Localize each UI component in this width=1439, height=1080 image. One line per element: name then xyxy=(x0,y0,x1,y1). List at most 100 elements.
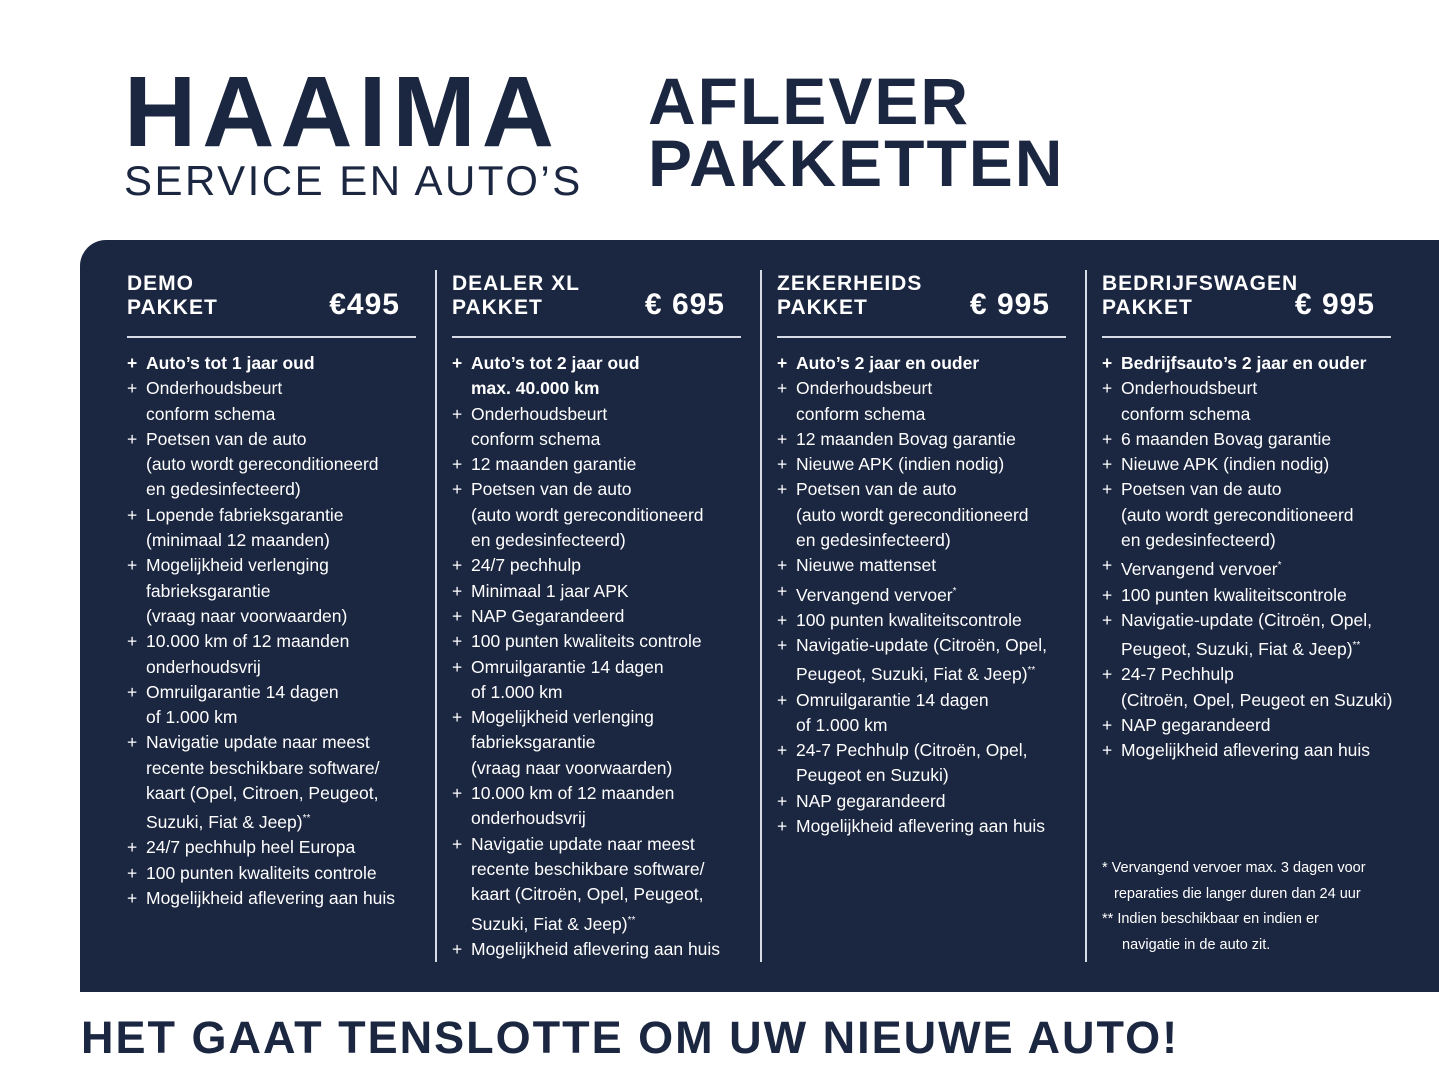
feature-text: (auto wordt gereconditioneerd xyxy=(1121,504,1354,525)
feature-item: Nieuwe mattenset xyxy=(777,553,1077,579)
feature-line: (vraag naar voorwaarden) xyxy=(471,756,752,781)
feature-text: Mogelijkheid verlenging xyxy=(471,707,654,728)
feature-line: 10.000 km of 12 maanden xyxy=(146,629,427,654)
feature-item: Omruilgarantie 14 dagen of 1.000 km xyxy=(127,680,427,731)
feature-text: Nieuwe APK (indien nodig) xyxy=(796,454,1005,475)
feature-line: conform schema xyxy=(471,427,752,452)
feature-text: recente beschikbare software/ xyxy=(471,858,705,879)
feature-line: NAP gegarandeerd xyxy=(1121,713,1402,738)
feature-item: Onderhoudsbeurt conform schema xyxy=(1102,376,1402,427)
feature-text: Vervangend vervoer xyxy=(1121,559,1278,580)
feature-line: Auto’s 2 jaar en ouder xyxy=(796,351,1077,376)
package-name-line: ZEKERHEIDS xyxy=(777,272,923,295)
feature-line: Vervangend vervoer* xyxy=(1121,553,1402,582)
feature-line: 24-7 Pechhulp (Citroën, Opel, xyxy=(796,738,1077,763)
feature-text: Onderhoudsbeurt xyxy=(796,378,933,399)
feature-text: 100 punten kwaliteitscontrole xyxy=(1121,584,1347,605)
footnote-marker: * xyxy=(952,585,957,597)
feature-line: Omruilgarantie 14 dagen xyxy=(146,680,427,705)
feature-text: 100 punten kwaliteits controle xyxy=(471,631,702,652)
feature-item: 100 punten kwaliteitscontrole xyxy=(1102,583,1402,609)
feature-line: Suzuki, Fiat & Jeep)** xyxy=(146,806,427,835)
feature-line: fabrieksgarantie xyxy=(146,579,427,604)
title-line-1: AFLEVER xyxy=(648,64,971,138)
package-name-line: PAKKET xyxy=(452,296,543,319)
feature-text: 100 punten kwaliteits controle xyxy=(146,862,377,883)
packages-panel: * Vervangend vervoer max. 3 dagen voor r… xyxy=(80,240,1439,992)
feature-line: Navigatie-update (Citroën, Opel, xyxy=(1121,608,1402,633)
feature-text: en gedesinfecteerd) xyxy=(146,479,301,500)
feature-text: (vraag naar voorwaarden) xyxy=(146,605,348,626)
feature-line: Vervangend vervoer* xyxy=(796,579,1077,608)
feature-item: 24-7 Pechhulp (Citroën, Opel, Peugeot en … xyxy=(777,738,1077,789)
feature-line: 24/7 pechhulp heel Europa xyxy=(146,835,427,860)
feature-line: Onderhoudsbeurt xyxy=(146,376,427,401)
feature-item: Minimaal 1 jaar APK xyxy=(452,579,752,605)
feature-text: en gedesinfecteerd) xyxy=(471,530,626,551)
feature-line: Lopende fabrieksgarantie xyxy=(146,503,427,528)
feature-text: Navigatie-update (Citroën, Opel, xyxy=(1121,609,1372,630)
feature-text: Mogelijkheid aflevering aan huis xyxy=(471,938,721,959)
feature-text: of 1.000 km xyxy=(796,714,888,735)
feature-line: kaart (Citroën, Opel, Peugeot, xyxy=(471,882,752,907)
feature-line: Omruilgarantie 14 dagen xyxy=(796,688,1077,713)
feature-text: en gedesinfecteerd) xyxy=(1121,530,1276,551)
feature-line: (auto wordt gereconditioneerd xyxy=(471,503,752,528)
package-name: ZEKERHEIDS PAKKET xyxy=(777,270,1066,320)
feature-text: Nieuwe APK (indien nodig) xyxy=(1121,454,1330,475)
feature-line: 12 maanden Bovag garantie xyxy=(796,427,1077,452)
feature-line: Navigatie update naar meest xyxy=(471,832,752,857)
package-name-line: PAKKET xyxy=(777,296,868,319)
feature-line: Peugeot, Suzuki, Fiat & Jeep)** xyxy=(796,658,1077,687)
feature-text: Bedrijfsauto’s 2 jaar en ouder xyxy=(1121,353,1367,373)
feature-line: of 1.000 km xyxy=(471,680,752,705)
feature-line: Peugeot, Suzuki, Fiat & Jeep)** xyxy=(1121,633,1402,662)
feature-text: 10.000 km of 12 maanden xyxy=(146,631,350,652)
feature-item: Poetsen van de auto (auto wordt gerecondi… xyxy=(1102,477,1402,553)
feature-text: (auto wordt gereconditioneerd xyxy=(796,504,1029,525)
feature-line: Auto’s tot 1 jaar oud xyxy=(146,351,427,376)
feature-line: en gedesinfecteerd) xyxy=(796,528,1077,553)
feature-line: Nieuwe mattenset xyxy=(796,553,1077,578)
feature-text: 12 maanden Bovag garantie xyxy=(796,428,1016,449)
feature-text: 10.000 km of 12 maanden xyxy=(471,783,675,804)
feature-text: Omruilgarantie 14 dagen xyxy=(471,656,664,677)
feature-text: 24-7 Pechhulp xyxy=(1121,664,1234,685)
feature-line: 24-7 Pechhulp xyxy=(1121,662,1402,687)
feature-line: (auto wordt gereconditioneerd xyxy=(1121,503,1402,528)
feature-line: en gedesinfecteerd) xyxy=(146,477,427,502)
feature-text: (auto wordt gereconditioneerd xyxy=(471,504,704,525)
feature-text: Poetsen van de auto xyxy=(796,479,957,500)
feature-list: Bedrijfsauto’s 2 jaar en ouder Onderhouds… xyxy=(1102,351,1402,764)
feature-item: 24/7 pechhulp xyxy=(452,553,752,579)
feature-text: NAP gegarandeerd xyxy=(796,790,946,811)
feature-line: Mogelijkheid aflevering aan huis xyxy=(1121,738,1402,763)
feature-text: 6 maanden Bovag garantie xyxy=(1121,428,1332,449)
feature-item: 6 maanden Bovag garantie xyxy=(1102,427,1402,453)
feature-text: Peugeot, Suzuki, Fiat & Jeep) xyxy=(796,664,1028,685)
feature-line: Poetsen van de auto xyxy=(796,477,1077,502)
feature-item: Mogelijkheid verlenging fabrieksgarantie (… xyxy=(127,553,427,629)
package-header: DEALER XL PAKKET € 695 xyxy=(452,270,741,338)
feature-item: 100 punten kwaliteits controle xyxy=(127,861,427,887)
feature-text: Navigatie update naar meest xyxy=(146,732,370,753)
feature-line: Mogelijkheid aflevering aan huis xyxy=(146,886,427,911)
feature-line: Mogelijkheid aflevering aan huis xyxy=(796,814,1077,839)
feature-line: 100 punten kwaliteits controle xyxy=(471,629,752,654)
feature-line: Auto’s tot 2 jaar oud xyxy=(471,351,752,376)
package-price: € 995 xyxy=(1294,288,1375,321)
feature-text: (minimaal 12 maanden) xyxy=(146,530,330,551)
feature-text: conform schema xyxy=(146,403,276,424)
feature-text: kaart (Opel, Citroen, Peugeot, xyxy=(146,783,379,804)
feature-line: onderhoudsvrij xyxy=(146,655,427,680)
column-divider xyxy=(760,270,762,962)
feature-text: NAP gegarandeerd xyxy=(1121,714,1271,735)
brand-name: HAAIMA xyxy=(124,56,560,168)
feature-item: Navigatie-update (Citroën, Opel,Peugeot,… xyxy=(777,633,1077,687)
feature-item: Omruilgarantie 14 dagen of 1.000 km xyxy=(777,688,1077,739)
footnote-line: ** Indien beschikbaar en indien er xyxy=(1102,911,1319,927)
footnote-line: navigatie in de auto zit. xyxy=(1122,936,1271,953)
feature-line: NAP Gegarandeerd xyxy=(471,604,752,629)
feature-text: Mogelijkheid aflevering aan huis xyxy=(1121,740,1371,761)
